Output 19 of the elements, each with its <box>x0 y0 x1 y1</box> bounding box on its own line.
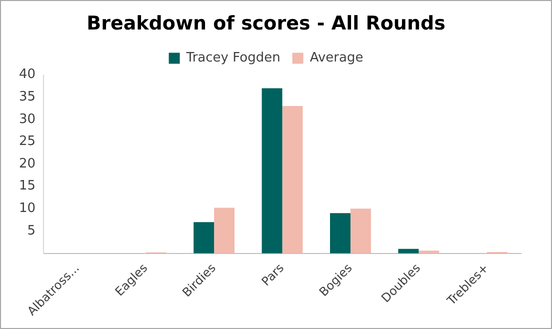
y-tick-label: 5 <box>27 223 36 238</box>
bar <box>194 222 214 254</box>
bar <box>282 106 303 254</box>
bar <box>330 213 350 254</box>
bar <box>350 208 371 254</box>
bar <box>262 88 282 254</box>
y-tick-label: 15 <box>18 178 36 194</box>
y-tick-label: 20 <box>18 156 36 172</box>
legend-label: Tracey Fogden <box>185 50 280 66</box>
bar <box>398 248 419 254</box>
y-tick-label: 35 <box>18 89 36 104</box>
bar <box>214 208 235 254</box>
bar <box>418 250 440 254</box>
legend-label: Average <box>310 50 364 66</box>
y-tick-label: 10 <box>18 201 36 216</box>
y-tick-label: 25 <box>18 134 36 150</box>
y-tick-label: 30 <box>18 112 36 127</box>
chart-title: Breakdown of scores - All Rounds <box>86 12 446 34</box>
y-tick-label: 40 <box>18 67 36 82</box>
